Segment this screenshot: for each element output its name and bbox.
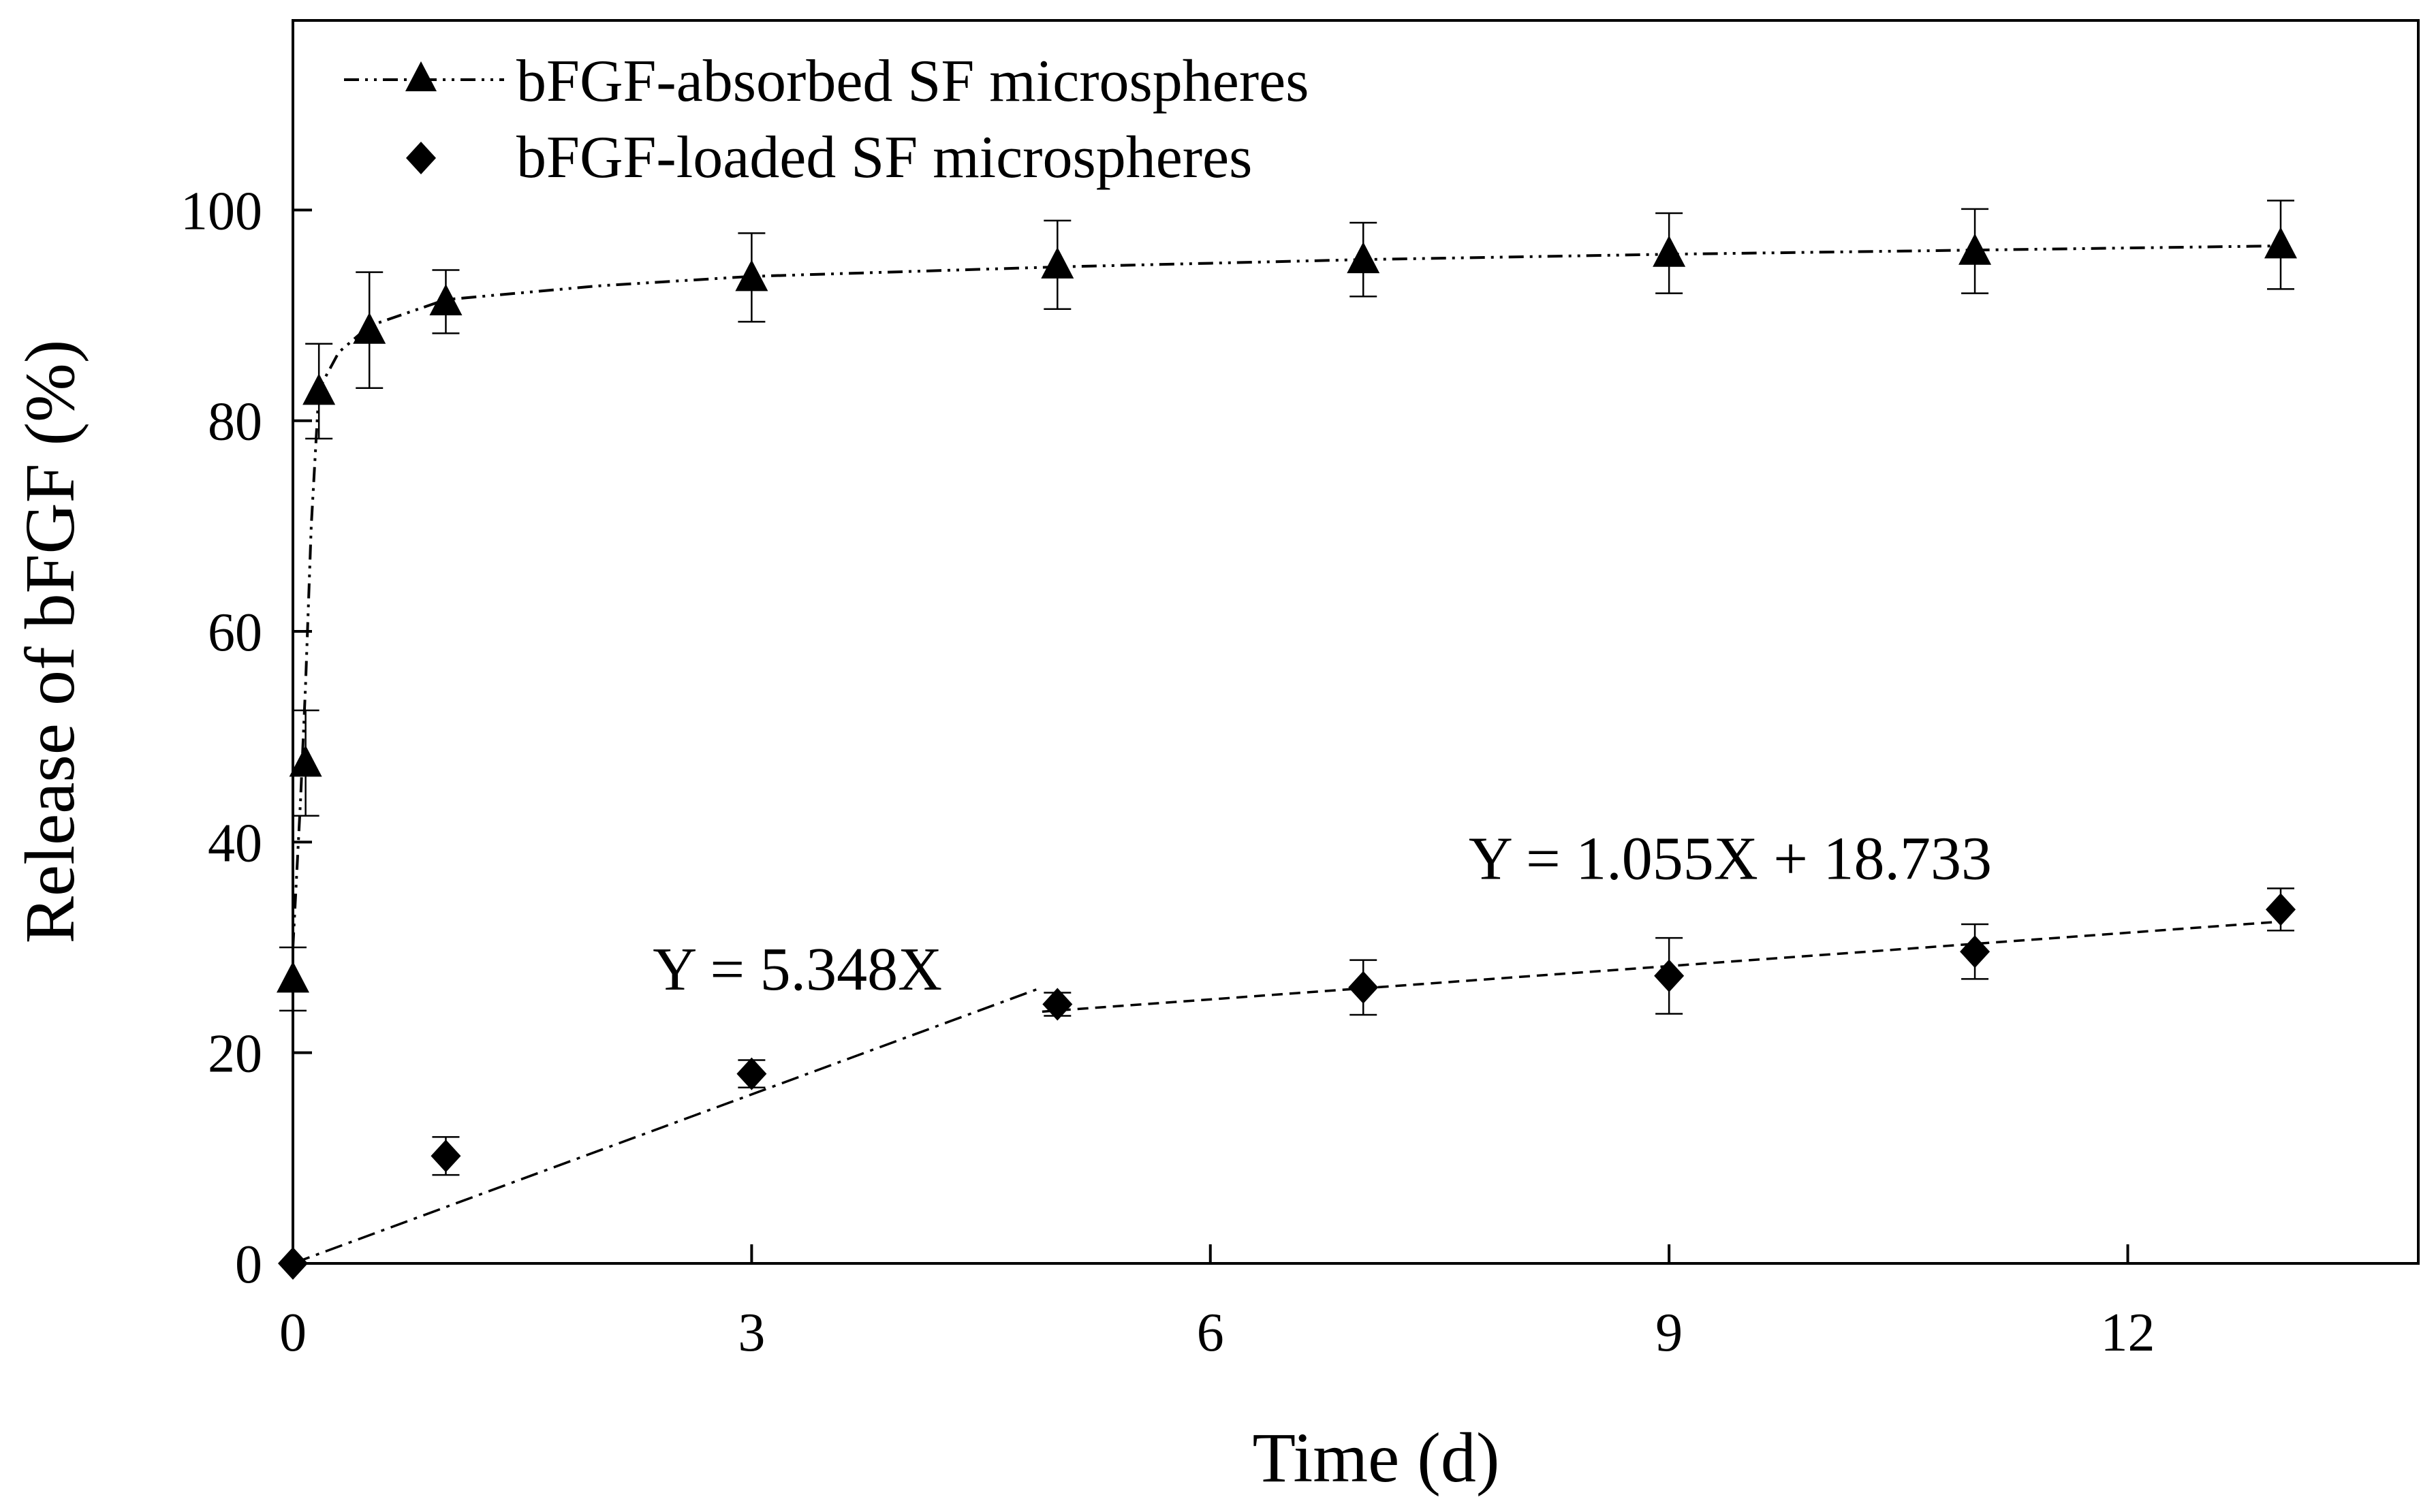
absorbed-point (1041, 247, 1074, 279)
loaded-point (2265, 893, 2296, 926)
loaded-point (1654, 959, 1685, 992)
absorbed-point (302, 373, 336, 405)
loaded-point (736, 1057, 767, 1090)
x-axis-title: Time (d) (1252, 1419, 1499, 1497)
x-tick-label: 9 (1655, 1303, 1683, 1363)
legend-triangle-icon (405, 61, 437, 91)
absorbed-point (353, 312, 386, 344)
equation-linear-phase: Y = 1.055X + 18.733 (1469, 825, 1992, 892)
x-tick-label: 3 (738, 1303, 765, 1363)
y-tick-label: 20 (208, 1024, 262, 1084)
y-tick-label: 80 (208, 392, 262, 452)
legend-label-absorbed: bFGF-absorbed SF microspheres (516, 48, 1309, 114)
absorbed-point (1958, 233, 1992, 265)
absorbed-point (277, 961, 309, 993)
x-tick-label: 12 (2101, 1303, 2155, 1363)
loaded-point (1042, 988, 1073, 1021)
loaded-point (1348, 971, 1379, 1004)
y-axis-title: Release of bFGF (%) (11, 340, 89, 944)
absorbed-point (429, 283, 463, 315)
y-tick-label: 60 (208, 603, 262, 663)
loaded-point (1960, 935, 1990, 968)
y-tick-label: 40 (208, 813, 262, 873)
x-tick-label: 0 (279, 1303, 307, 1363)
absorbed-point (735, 259, 768, 292)
absorbed-point (2264, 227, 2297, 259)
y-tick-label: 0 (235, 1235, 262, 1295)
legend-diamond-icon (406, 142, 436, 174)
absorbed-point (289, 745, 322, 777)
absorbed-point (1653, 235, 1686, 267)
loaded-fit-line-linear (1042, 920, 2281, 1013)
absorbed-point (1347, 242, 1380, 274)
x-tick-label: 6 (1197, 1303, 1224, 1363)
plot-frame (292, 19, 2420, 1265)
y-tick-label: 100 (181, 181, 262, 241)
loaded-fit-line-initial (292, 986, 1043, 1265)
legend-label-loaded: bFGF-loaded SF microspheres (516, 125, 1252, 191)
loaded-point (431, 1139, 461, 1173)
equation-initial-phase: Y = 5.348X (653, 936, 942, 1003)
legend: bFGF-absorbed SF microspheres bFGF-loade… (344, 48, 1309, 191)
